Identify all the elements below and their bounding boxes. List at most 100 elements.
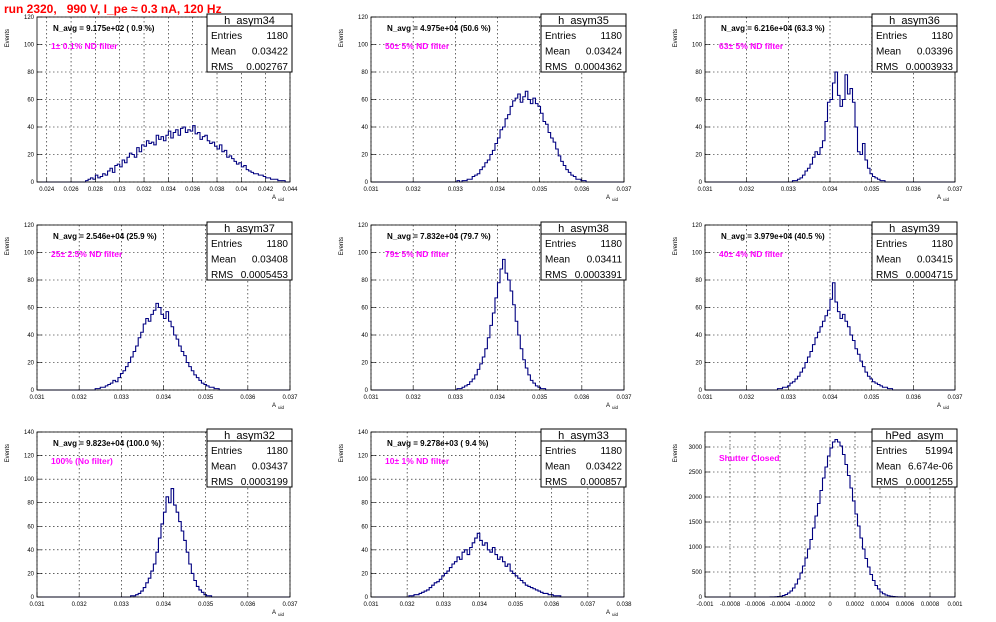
navg-label: N_avg = 9.175e+02 ( 0.9 %): [53, 24, 155, 33]
y-tick-label: 20: [361, 571, 368, 577]
x-tick-label: 0.035: [864, 395, 880, 401]
x-tick-label: 0.033: [448, 187, 464, 193]
stats-box: [540, 428, 627, 488]
histogram-bar: [850, 488, 853, 597]
histogram-series: [371, 532, 624, 598]
x-tick-label: 0.036: [240, 395, 256, 401]
x-tick-label: 0.034: [822, 187, 838, 193]
stat-label: RMS: [545, 270, 568, 281]
stat-label: Mean: [545, 255, 570, 266]
filter-label: 10± 1% ND filter: [385, 456, 450, 466]
histogram-bar: [838, 442, 841, 597]
y-tick-label: 2000: [689, 495, 703, 501]
y-tick-label: 120: [692, 15, 703, 21]
stat-value: 1180: [600, 446, 622, 457]
x-tick-label: 0.04: [236, 187, 248, 193]
y-tick-label: 100: [24, 251, 35, 257]
y-tick-label: 40: [695, 333, 702, 339]
x-tick-label: 0.035: [508, 602, 524, 608]
histogram-bar: [873, 581, 876, 598]
histogram-name: hPed_asym: [885, 430, 943, 442]
y-tick-label: 80: [27, 70, 34, 76]
x-tick-label: 0.035: [532, 187, 548, 193]
x-tick-label: 0.031: [697, 395, 713, 401]
y-tick-label: 80: [27, 278, 34, 284]
filter-label: 63± 5% ND filter: [719, 41, 784, 51]
x-tick-label: 0.034: [472, 602, 488, 608]
y-tick-label: 120: [24, 223, 35, 229]
histogram-bar: [803, 566, 806, 597]
y-tick-label: 60: [27, 98, 34, 104]
stat-label: Entries: [545, 31, 576, 42]
histogram-bar: [805, 558, 808, 597]
y-tick-label: 80: [361, 70, 368, 76]
histogram-series: [37, 125, 290, 183]
x-tick-label: 0.034: [156, 395, 172, 401]
stat-label: Mean: [545, 47, 570, 58]
stat-value: 1180: [931, 31, 953, 42]
stat-value: 0.03437: [252, 462, 289, 473]
x-tick-label: 0.033: [448, 395, 464, 401]
x-tick-label: 0.036: [906, 187, 922, 193]
stat-label: Entries: [211, 239, 242, 250]
stat-value: 0.0001255: [906, 477, 954, 488]
histogram-bar: [883, 594, 886, 597]
stat-label: RMS: [876, 62, 899, 73]
stat-value: 0.0003391: [575, 270, 623, 281]
x-tick-label: 0.033: [114, 395, 130, 401]
y-tick-label: 80: [27, 501, 34, 507]
plot-frame: [370, 431, 625, 598]
y-tick-label: 500: [692, 570, 703, 576]
histogram-bar: [813, 528, 816, 597]
stat-label: RMS: [211, 62, 234, 73]
x-tick-label: 0.026: [64, 187, 80, 193]
histogram-bar: [855, 514, 858, 597]
histogram-bar: [793, 588, 796, 597]
stat-label: RMS: [876, 270, 899, 281]
y-axis-title: Events: [5, 237, 11, 255]
navg-label: N_avg = 3.979e+04 (40.5 %): [721, 232, 825, 241]
y-tick-label: 120: [358, 223, 369, 229]
histogram-bar: [798, 579, 801, 597]
stats-box: [871, 221, 958, 281]
x-tick-label: 0: [828, 602, 832, 608]
y-tick-label: 60: [361, 524, 368, 530]
x-tick-label: 0.0004: [871, 602, 890, 608]
histogram-bar: [818, 504, 821, 598]
y-tick-label: 100: [692, 251, 703, 257]
navg-label: N_avg = 9.278e+03 ( 9.4 %): [387, 439, 489, 448]
x-tick-label: 0.031: [29, 395, 45, 401]
filter-label: Shutter Closed: [719, 453, 779, 463]
y-tick-label: 100: [358, 477, 369, 483]
x-tick-label: -0.0004: [770, 602, 791, 608]
stat-label: Entries: [876, 31, 907, 42]
stat-label: Mean: [545, 462, 570, 473]
y-tick-label: 60: [361, 98, 368, 104]
stat-value: 1180: [600, 31, 622, 42]
y-tick-label: 60: [695, 98, 702, 104]
x-tick-label: -0.0002: [795, 602, 816, 608]
stat-value: 0.03422: [586, 462, 623, 473]
y-tick-label: 0: [699, 180, 703, 186]
x-tick-label: 0.034: [161, 187, 177, 193]
histogram-bar: [835, 440, 838, 598]
y-tick-label: 0: [31, 388, 35, 394]
stat-value: 0.0005453: [241, 270, 289, 281]
stat-value: 1180: [931, 239, 953, 250]
x-tick-label: 0.037: [616, 395, 632, 401]
x-tick-label: 0.034: [822, 395, 838, 401]
y-tick-label: 100: [24, 477, 35, 483]
x-tick-label: 0.0006: [896, 602, 915, 608]
stat-value: 0.000857: [580, 477, 622, 488]
